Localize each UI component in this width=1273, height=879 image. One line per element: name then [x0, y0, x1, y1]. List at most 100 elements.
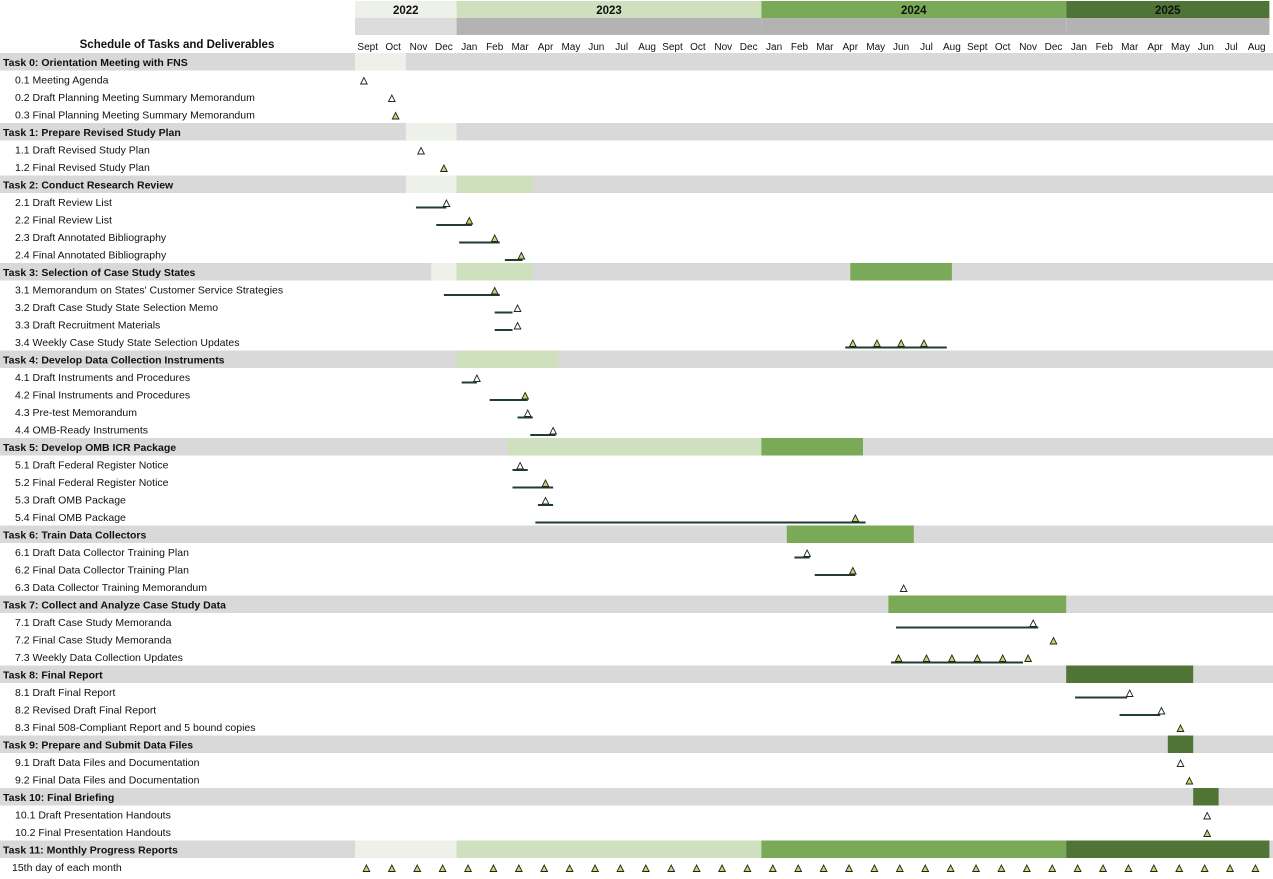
task-label: Task 11: Monthly Progress Reports: [3, 844, 178, 856]
task-label: Task 8: Final Report: [3, 669, 103, 681]
milestone-triangle: [391, 111, 400, 120]
milestone-triangle: [973, 654, 982, 662]
milestone-triangle: [439, 164, 448, 172]
task-bar: [431, 263, 457, 281]
year-band: [355, 1, 457, 18]
milestone-triangle: [565, 864, 574, 872]
year-label: 2024: [901, 5, 927, 17]
month-label: Jul: [615, 42, 628, 53]
milestone-triangle: [894, 654, 903, 662]
task-bar: [355, 53, 406, 71]
month-label: Aug: [943, 42, 961, 53]
task-bar: [507, 438, 762, 456]
milestone-triangle: [1073, 864, 1082, 872]
month-label: Sept: [967, 42, 988, 53]
task-row-background: [0, 123, 1273, 141]
milestone-triangle: [1176, 724, 1185, 732]
month-label: Mar: [1121, 42, 1139, 53]
task-row-background: [0, 525, 1273, 543]
year-subband: [761, 18, 1067, 35]
month-label: Oct: [995, 42, 1011, 53]
month-label: Jan: [461, 42, 477, 53]
chart-title: Schedule of Tasks and Deliverables: [80, 39, 275, 51]
task-bar: [1193, 788, 1219, 806]
subtask-label: 3.3 Draft Recruitment Materials: [15, 319, 160, 331]
task-label: Task 4: Develop Data Collection Instrume…: [3, 354, 225, 366]
subtask-label: 15th day of each month: [12, 862, 122, 874]
milestone-triangle: [919, 339, 928, 347]
milestone-triangle: [899, 584, 908, 592]
milestone-triangle: [819, 864, 828, 872]
task-bar: [786, 525, 914, 543]
subtask-label: 10.1 Draft Presentation Handouts: [15, 809, 171, 821]
task-bar: [1066, 840, 1270, 858]
milestone-triangle: [998, 654, 1007, 662]
month-label: Jun: [893, 42, 909, 53]
milestone-triangle: [1176, 759, 1185, 767]
month-label: Nov: [410, 42, 428, 53]
milestone-triangle: [387, 94, 396, 102]
milestone-triangle: [947, 654, 956, 662]
subtask-label: 2.2 Final Review List: [15, 214, 112, 226]
month-label: Oct: [690, 42, 706, 53]
subtask-label: 2.3 Draft Annotated Bibliography: [15, 232, 167, 244]
subtask-label: 5.4 Final OMB Package: [15, 512, 126, 524]
milestone-triangle: [442, 199, 451, 207]
task-label: Task 7: Collect and Analyze Case Study D…: [3, 599, 226, 611]
task-bar: [850, 263, 952, 281]
year-subband: [355, 18, 457, 35]
subtask-label: 4.1 Draft Instruments and Procedures: [15, 372, 190, 384]
month-label: Jun: [588, 42, 604, 53]
subtask-label: 7.3 Weekly Data Collection Updates: [15, 652, 183, 664]
month-label: Oct: [385, 42, 401, 53]
milestone-triangle: [921, 864, 930, 872]
milestone-triangle: [1200, 864, 1209, 872]
month-label: Jul: [920, 42, 933, 53]
year-band: [761, 1, 1067, 18]
milestone-triangle: [667, 864, 676, 872]
subtask-label: 8.2 Revised Draft Final Report: [15, 704, 156, 716]
month-label: Apr: [1147, 42, 1163, 53]
milestone-triangle: [540, 864, 549, 872]
milestone-triangle: [768, 864, 777, 872]
month-label: Nov: [1019, 42, 1037, 53]
milestone-triangle: [514, 864, 523, 872]
month-label: Dec: [740, 42, 758, 53]
subtask-label: 2.4 Final Annotated Bibliography: [15, 249, 167, 261]
subtask-label: 1.2 Final Revised Study Plan: [15, 162, 150, 174]
month-label: Nov: [714, 42, 732, 53]
milestone-triangle: [895, 864, 904, 872]
month-label: May: [866, 42, 885, 53]
task-row-background: [0, 175, 1273, 193]
milestone-triangle: [387, 864, 396, 872]
month-label: Sept: [662, 42, 683, 53]
milestone-triangle: [1029, 619, 1038, 627]
subtask-label: 8.3 Final 508-Compliant Report and 5 bou…: [15, 722, 256, 734]
milestone-triangle: [616, 864, 625, 872]
task-row-background: [0, 350, 1273, 368]
month-label: Jul: [1225, 42, 1238, 53]
milestone-triangle: [897, 339, 906, 347]
task-label: Task 3: Selection of Case Study States: [3, 267, 196, 279]
milestone-triangle: [997, 864, 1006, 872]
month-label: Jun: [1198, 42, 1214, 53]
month-label: Apr: [843, 42, 859, 53]
task-label: Task 5: Develop OMB ICR Package: [3, 442, 176, 454]
subtask-label: 6.3 Data Collector Training Memorandum: [15, 582, 207, 594]
milestone-triangle: [523, 409, 532, 417]
task-bar: [888, 595, 1067, 613]
task-bar: [405, 175, 457, 193]
milestone-triangle: [803, 549, 812, 557]
milestone-triangle: [465, 216, 474, 225]
milestone-triangle: [1049, 636, 1058, 645]
month-label: Apr: [538, 42, 554, 53]
milestone-triangle: [1203, 829, 1212, 837]
month-label: Mar: [511, 42, 529, 53]
year-subband: [1066, 18, 1270, 35]
subtask-label: 3.2 Draft Case Study State Selection Mem…: [15, 302, 218, 314]
milestone-triangle: [590, 864, 600, 872]
subtask-label: 4.3 Pre-test Memorandum: [15, 407, 137, 419]
milestone-triangle: [872, 339, 882, 347]
task-bar: [761, 840, 1067, 858]
